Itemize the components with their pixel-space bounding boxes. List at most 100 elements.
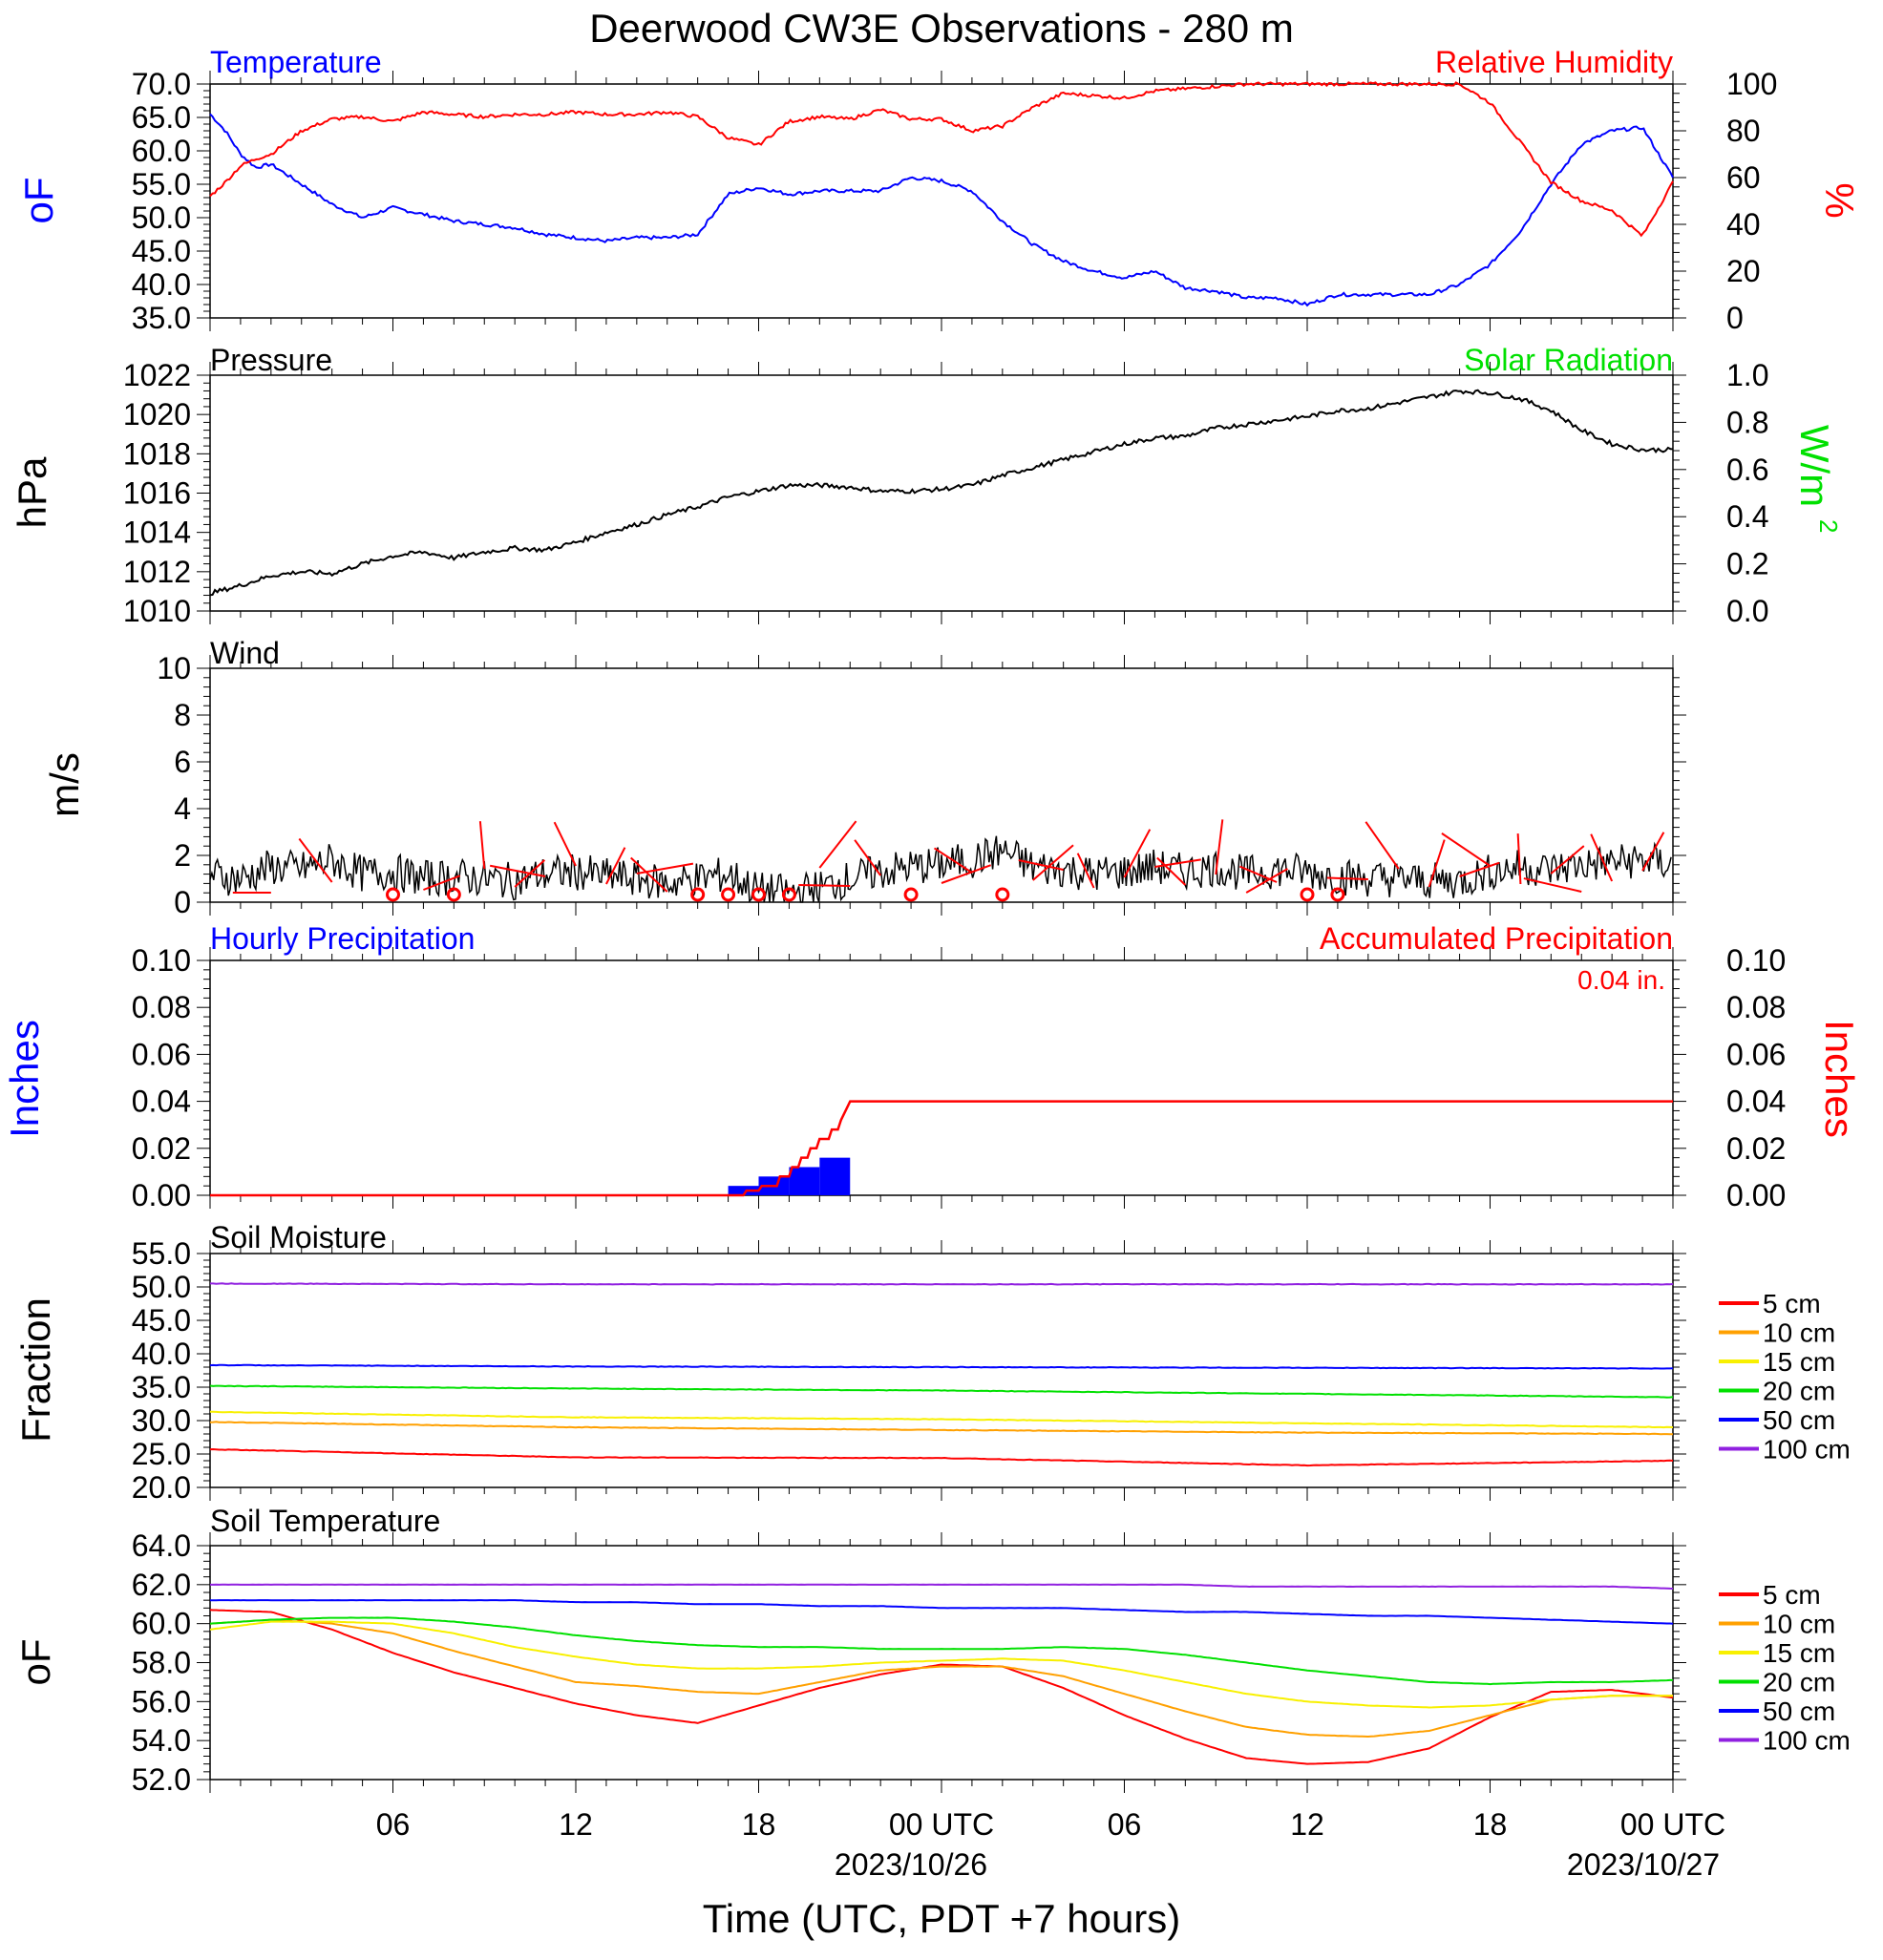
solar-axis-tick-label: 0.6 xyxy=(1726,453,1768,487)
humidity-title: Relative Humidity xyxy=(1435,45,1673,79)
wind-barb xyxy=(478,821,486,870)
soil-moisture-axis-tick-label: 30.0 xyxy=(132,1403,191,1438)
accum-precip-axis-tick-label: 0.08 xyxy=(1726,990,1786,1024)
legend-label-100cm: 100 cm xyxy=(1763,1726,1851,1756)
wind-barb xyxy=(1156,856,1187,886)
soil-temperature-axis-tick-label: 52.0 xyxy=(132,1762,191,1797)
pressure-axis-tick-label: 1014 xyxy=(123,516,191,550)
hourly-precip-axis-tick-label: 0.04 xyxy=(132,1085,191,1119)
soil-moisture-axis-label: Fraction xyxy=(13,1297,58,1443)
soil-moisture-axis-tick-label: 25.0 xyxy=(132,1437,191,1471)
temp-axis-tick-label: 70.0 xyxy=(132,67,191,101)
x-tick-label: 18 xyxy=(1473,1807,1508,1842)
soil-temperature-axis-tick-label: 64.0 xyxy=(132,1528,191,1563)
calm-wind-marker xyxy=(781,887,796,902)
wind-barb xyxy=(1154,858,1201,868)
rh-axis-tick-label: 0 xyxy=(1726,301,1744,335)
x-tick-label: 00 UTC xyxy=(889,1807,994,1842)
hourly-precip-title: Hourly Precipitation xyxy=(210,921,475,956)
legend-label-5cm: 5 cm xyxy=(1763,1289,1821,1318)
wind-barb xyxy=(1550,845,1585,875)
calm-wind-marker xyxy=(751,887,766,902)
rh-axis-tick-label: 100 xyxy=(1726,67,1777,101)
wind-barb xyxy=(1523,877,1582,893)
panel-wind: Wind m/s xyxy=(42,636,280,817)
wind-barb xyxy=(1018,859,1064,871)
temp-axis-tick-label: 65.0 xyxy=(132,100,191,135)
panel-pressure-solar: Pressure Solar Radiation hPa W/m 2 xyxy=(10,343,1843,533)
soil-temperature-line-15cm xyxy=(209,1620,1674,1709)
accum-precip-axis-tick-label: 0.00 xyxy=(1726,1178,1786,1212)
wind-barb xyxy=(630,856,668,893)
solar-axis-label-superscript: 2 xyxy=(1814,519,1843,533)
legend-label-5cm: 5 cm xyxy=(1763,1580,1821,1610)
pressure-axis-tick-label: 1010 xyxy=(123,594,191,628)
pressure-axis-label: hPa xyxy=(10,456,54,528)
wind-barb xyxy=(423,875,461,891)
soil-temperature-line-10cm xyxy=(209,1618,1674,1739)
solar-axis-tick-label: 0.2 xyxy=(1726,547,1768,581)
x-tick-label: 12 xyxy=(1290,1807,1324,1842)
x-tick-label: 12 xyxy=(559,1807,593,1842)
solar-axis-tick-label: 0.0 xyxy=(1726,594,1768,628)
accum-precip-axis-tick-label: 0.02 xyxy=(1726,1131,1786,1166)
wind-barb xyxy=(941,864,992,884)
soil-moisture-axis-tick-label: 40.0 xyxy=(132,1337,191,1371)
temp-axis-tick-label: 50.0 xyxy=(132,200,191,235)
temp-axis-tick-label: 40.0 xyxy=(132,267,191,302)
wind-barb xyxy=(1590,833,1614,882)
solar-title: Solar Radiation xyxy=(1464,343,1673,377)
wind-axis-label: m/s xyxy=(42,752,87,817)
hourly-precip-axis-label: Inches xyxy=(2,1020,47,1138)
wind-barb xyxy=(298,837,333,883)
solar-axis-tick-label: 0.8 xyxy=(1726,405,1768,439)
rh-axis-tick-label: 80 xyxy=(1726,114,1761,148)
humidity-line xyxy=(209,81,1674,238)
legend-label-50cm: 50 cm xyxy=(1763,1405,1835,1435)
pressure-axis-tick-label: 1018 xyxy=(123,436,191,471)
wind-barb xyxy=(854,839,881,876)
legend-label-15cm: 15 cm xyxy=(1763,1638,1835,1668)
calm-wind-marker xyxy=(1300,887,1315,902)
wind-barb xyxy=(798,884,851,887)
wind-barb xyxy=(1032,844,1074,881)
accum-precip-axis-tick-label: 0.06 xyxy=(1726,1037,1786,1071)
accum-precip-axis-label: Inches xyxy=(1817,1020,1862,1138)
wind-barb xyxy=(1365,821,1400,870)
wind-barb xyxy=(1641,832,1665,872)
wind-barb xyxy=(1326,876,1368,880)
wind-barb xyxy=(1076,853,1095,889)
wind-barb xyxy=(489,864,546,877)
soil-moisture-axis-tick-label: 50.0 xyxy=(132,1270,191,1304)
soil-moisture-line-50cm xyxy=(209,1363,1674,1370)
wind-title: Wind xyxy=(210,636,280,670)
x-tick-label: 06 xyxy=(1108,1807,1142,1842)
rh-axis-tick-label: 60 xyxy=(1726,160,1761,195)
accum-precip-title: Accumulated Precipitation xyxy=(1320,921,1673,956)
plot-layer: 35.040.045.050.055.060.065.070.002040608… xyxy=(123,67,1851,1842)
accum-precip-axis-tick-label: 0.04 xyxy=(1726,1085,1786,1119)
soil-moisture-title: Soil Moisture xyxy=(210,1220,387,1254)
soil-moisture-axis-tick-label: 20.0 xyxy=(132,1470,191,1505)
calm-wind-marker xyxy=(1330,887,1345,902)
pressure-axis-tick-label: 1012 xyxy=(123,555,191,589)
soil-temperature-axis-tick-label: 58.0 xyxy=(132,1646,191,1680)
accum-precip-axis-tick-label: 0.10 xyxy=(1726,943,1786,978)
soil-temperature-line-5cm xyxy=(209,1609,1674,1765)
legend-label-15cm: 15 cm xyxy=(1763,1347,1835,1377)
soil-moisture-line-20cm xyxy=(209,1384,1674,1399)
hourly-precip-bar xyxy=(728,1186,759,1195)
hourly-precip-bar xyxy=(819,1157,851,1195)
wind-barb xyxy=(1459,861,1500,877)
wind-barb xyxy=(1239,865,1278,883)
wind-axis-tick-label: 4 xyxy=(174,791,191,826)
wind-barb xyxy=(605,847,626,885)
soil-moisture-axis-tick-label: 35.0 xyxy=(132,1370,191,1404)
pressure-line xyxy=(209,389,1674,597)
legend-label-10cm: 10 cm xyxy=(1763,1610,1835,1639)
soil-temperature-line-50cm xyxy=(210,1599,1674,1625)
panel-precipitation: Hourly Precipitation Accumulated Precipi… xyxy=(2,921,1862,1138)
hourly-precip-axis-tick-label: 0.00 xyxy=(132,1178,191,1212)
wind-barb xyxy=(933,847,973,874)
calm-wind-marker xyxy=(903,887,919,902)
